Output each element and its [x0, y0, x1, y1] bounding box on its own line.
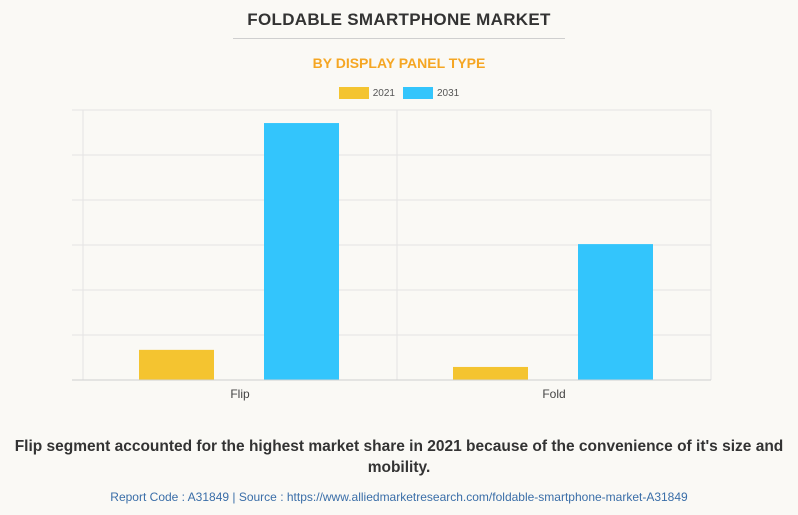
chart-title: FOLDABLE SMARTPHONE MARKET — [247, 10, 551, 29]
title-divider — [233, 38, 565, 39]
x-tick-label: Flip — [230, 387, 250, 401]
x-tick-label: Fold — [542, 387, 565, 401]
legend: 2021 2031 — [0, 87, 798, 99]
source-line[interactable]: Report Code : A31849 | Source : https://… — [110, 490, 688, 504]
chart-subtitle: BY DISPLAY PANEL TYPE — [312, 55, 486, 71]
legend-swatch-2031 — [403, 87, 433, 99]
legend-label-2021: 2021 — [372, 87, 395, 99]
bar-fold-2021 — [453, 366, 528, 380]
bar-fold-2031 — [578, 244, 653, 380]
bar-flip-2031 — [264, 123, 339, 381]
legend-item-2031[interactable]: 2031 — [403, 87, 459, 99]
bar-flip-2021 — [139, 349, 214, 380]
legend-label-2031: 2031 — [437, 87, 460, 99]
legend-swatch-2021 — [338, 87, 369, 99]
bar-chart: Flip Fold — [72, 109, 712, 401]
legend-item-2021[interactable]: 2021 — [338, 87, 395, 99]
chart-caption: Flip segment accounted for the highest m… — [14, 438, 784, 476]
